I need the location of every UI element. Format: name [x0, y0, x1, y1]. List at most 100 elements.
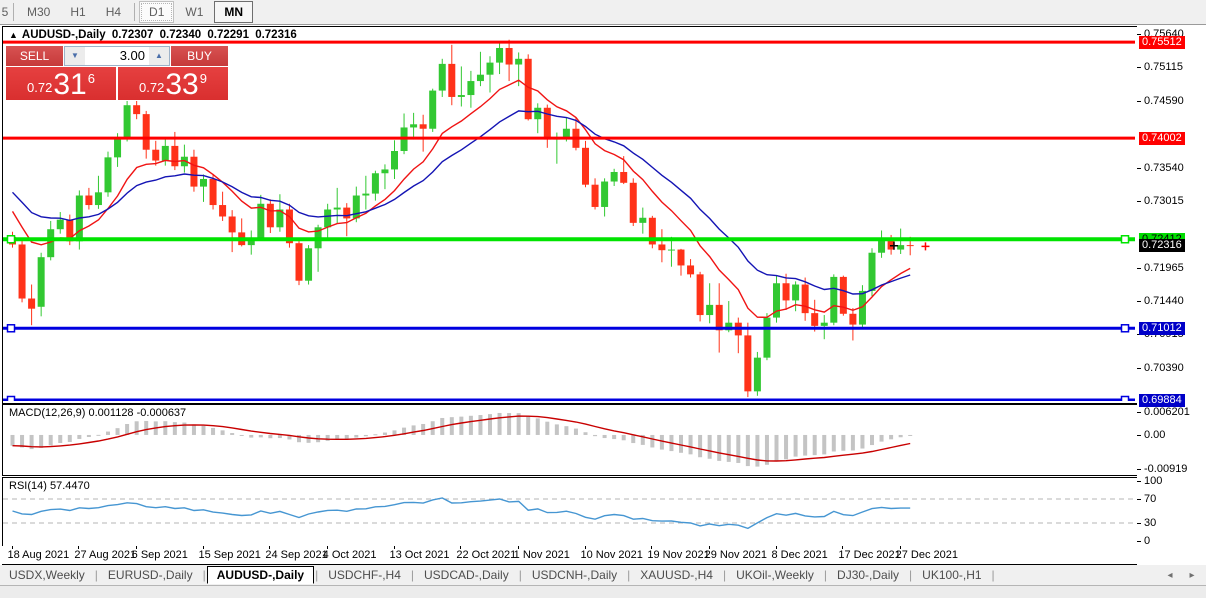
- timeframe-button-h1[interactable]: H1: [70, 5, 86, 19]
- macd-signal-value: -0.000637: [136, 407, 187, 419]
- timeframe-toolbar: 5 M30 H1 H4 D1 W1 MN: [0, 0, 1206, 25]
- tab-xauusd-h4[interactable]: XAUUSD-,H4: [640, 568, 713, 582]
- timeframe-button-w1[interactable]: W1: [185, 5, 204, 19]
- axis-tick-mark: [1137, 100, 1141, 102]
- axis-tick-mark: [1137, 334, 1141, 336]
- date-label: 10 Nov 2021: [580, 549, 643, 561]
- rsi-tick: 0: [1144, 535, 1151, 547]
- price-badge-0_72316: 0.72316: [1139, 238, 1185, 252]
- timeframe-button-d1[interactable]: D1: [139, 1, 175, 23]
- axis-tick-mark: [1137, 67, 1141, 69]
- axis-tick-mark: [1137, 167, 1141, 169]
- date-label: 22 Oct 2021: [456, 549, 517, 561]
- macd-tick: 0.006201: [1144, 406, 1190, 418]
- axis-tick-mark: [1137, 367, 1141, 369]
- tab-dj30-daily[interactable]: DJ30-,Daily: [837, 568, 900, 582]
- date-label: 29 Nov 2021: [704, 549, 768, 561]
- macd-indicator-panel[interactable]: MACD(12,26,9) 0.001128 -0.000637: [2, 404, 1138, 476]
- volume-stepper: ▼ 3.00 ▲: [64, 46, 170, 66]
- one-click-trade-panel: SELL ▼ 3.00 ▲ BUY 0.72 31 6 0.72 33 9: [6, 46, 228, 101]
- toolbar-separator: [13, 3, 14, 21]
- price-badge-0_71012: 0.71012: [1139, 321, 1185, 335]
- sell-price[interactable]: 0.72 31 6: [6, 67, 116, 100]
- tab-ukoil-weekly[interactable]: UKOil-,Weekly: [736, 568, 814, 582]
- date-tick-mark: [135, 546, 137, 549]
- tab-uk100-h1[interactable]: UK100-,H1: [922, 568, 982, 582]
- price-badge-0_75512: 0.75512: [1139, 35, 1185, 49]
- tab-scroll-right-button[interactable]: ▸: [1189, 569, 1195, 581]
- buy-price-prefix: 0.72: [139, 80, 165, 95]
- date-label: 18 Aug 2021: [7, 549, 70, 561]
- sell-price-big: 31: [53, 68, 87, 101]
- macd-canvas[interactable]: [3, 405, 1135, 473]
- date-tick-mark: [775, 546, 777, 549]
- axis-tick-mark: [1137, 434, 1141, 436]
- rsi-tick: 100: [1144, 475, 1163, 487]
- status-bar: [0, 585, 1206, 598]
- timeframe-button-h4[interactable]: H4: [105, 5, 122, 19]
- macd-tick: -0.00919: [1144, 463, 1188, 475]
- date-tick-mark: [393, 546, 395, 549]
- buy-price-big: 33: [165, 68, 199, 101]
- tab-usdcad-daily[interactable]: USDCAD-,Daily: [424, 568, 509, 582]
- date-label: 15 Sep 2021: [198, 549, 261, 561]
- macd-main-value: 0.001128: [88, 407, 134, 419]
- axis-tick-mark: [1137, 267, 1141, 269]
- date-tick-mark: [78, 546, 80, 549]
- date-label: 24 Sep 2021: [265, 549, 328, 561]
- price-tick: 0.71965: [1144, 261, 1184, 274]
- date-tick-mark: [899, 546, 901, 549]
- price-axis[interactable]: 0.75640 0.75115 0.74590 0.73540 0.73015 0.719…: [1137, 26, 1206, 565]
- tab-separator: |: [410, 568, 415, 582]
- rsi-value: 57.4470: [49, 480, 90, 492]
- tab-usdchf-h4[interactable]: USDCHF-,H4: [328, 568, 401, 582]
- date-tick-mark: [842, 546, 844, 549]
- sell-price-prefix: 0.72: [27, 80, 53, 95]
- rsi-indicator-panel[interactable]: RSI(14) 57.4470: [2, 477, 1138, 548]
- date-tick-mark: [326, 546, 328, 549]
- sell-price-pip: 6: [87, 71, 95, 86]
- date-label: 17 Dec 2021: [838, 549, 901, 561]
- timeframe-button-mn[interactable]: MN: [214, 1, 254, 23]
- price-tick: 0.70390: [1144, 361, 1184, 374]
- date-label: 4 Oct 2021: [322, 549, 377, 561]
- buy-price[interactable]: 0.72 33 9: [118, 67, 228, 100]
- rsi-tick: 70: [1144, 493, 1157, 505]
- tab-usdcnh-daily[interactable]: USDCNH-,Daily: [531, 568, 618, 582]
- tab-eurusd-daily[interactable]: EURUSD-,Daily: [107, 568, 193, 582]
- collapse-triangle-icon[interactable]: ▲: [9, 30, 18, 40]
- main-chart-panel[interactable]: ▲ AUDUSD-,Daily 0.72307 0.72340 0.72291 0…: [2, 26, 1138, 404]
- date-tick-mark: [651, 546, 653, 549]
- axis-tick-mark: [1137, 34, 1141, 35]
- tab-separator: |: [991, 568, 995, 582]
- buy-button[interactable]: BUY: [171, 46, 228, 66]
- date-tick-mark: [708, 546, 710, 549]
- price-chart-canvas[interactable]: [3, 27, 1135, 401]
- sell-button[interactable]: SELL: [6, 46, 63, 66]
- volume-input[interactable]: 3.00: [119, 48, 145, 63]
- axis-tick-mark: [1137, 499, 1141, 500]
- tab-separator: |: [722, 568, 727, 582]
- ohlc-high: 0.72340: [159, 29, 202, 41]
- tab-separator: |: [909, 568, 913, 582]
- volume-decrease-button[interactable]: ▼: [65, 47, 85, 65]
- tab-separator: |: [518, 568, 522, 582]
- tab-separator: |: [627, 568, 631, 582]
- date-label: 27 Dec 2021: [895, 549, 959, 561]
- timeframe-button-m30[interactable]: M30: [27, 5, 51, 19]
- tab-usdx-weekly[interactable]: USDX,Weekly: [9, 568, 85, 582]
- date-tick-mark: [11, 546, 13, 549]
- volume-increase-button[interactable]: ▲: [149, 47, 169, 65]
- timeframe-button-partial[interactable]: 5: [1, 5, 9, 19]
- price-badge-0_74002: 0.74002: [1139, 131, 1185, 145]
- tab-audusd-daily[interactable]: AUDUSD-,Daily: [206, 566, 315, 584]
- rsi-canvas[interactable]: [3, 478, 1135, 545]
- ohlc-close: 0.72316: [255, 29, 297, 41]
- chart-title: ▲ AUDUSD-,Daily 0.72307 0.72340 0.72291 0…: [9, 29, 300, 41]
- date-axis[interactable]: 18 Aug 2021 27 Aug 2021 6 Sep 2021 15 Sep 2…: [2, 546, 1137, 565]
- price-tick: 0.73015: [1144, 194, 1184, 207]
- tab-separator: |: [823, 568, 828, 582]
- price-tick: 0.75115: [1144, 61, 1183, 74]
- tab-scroll-left-button[interactable]: ◂: [1167, 569, 1173, 581]
